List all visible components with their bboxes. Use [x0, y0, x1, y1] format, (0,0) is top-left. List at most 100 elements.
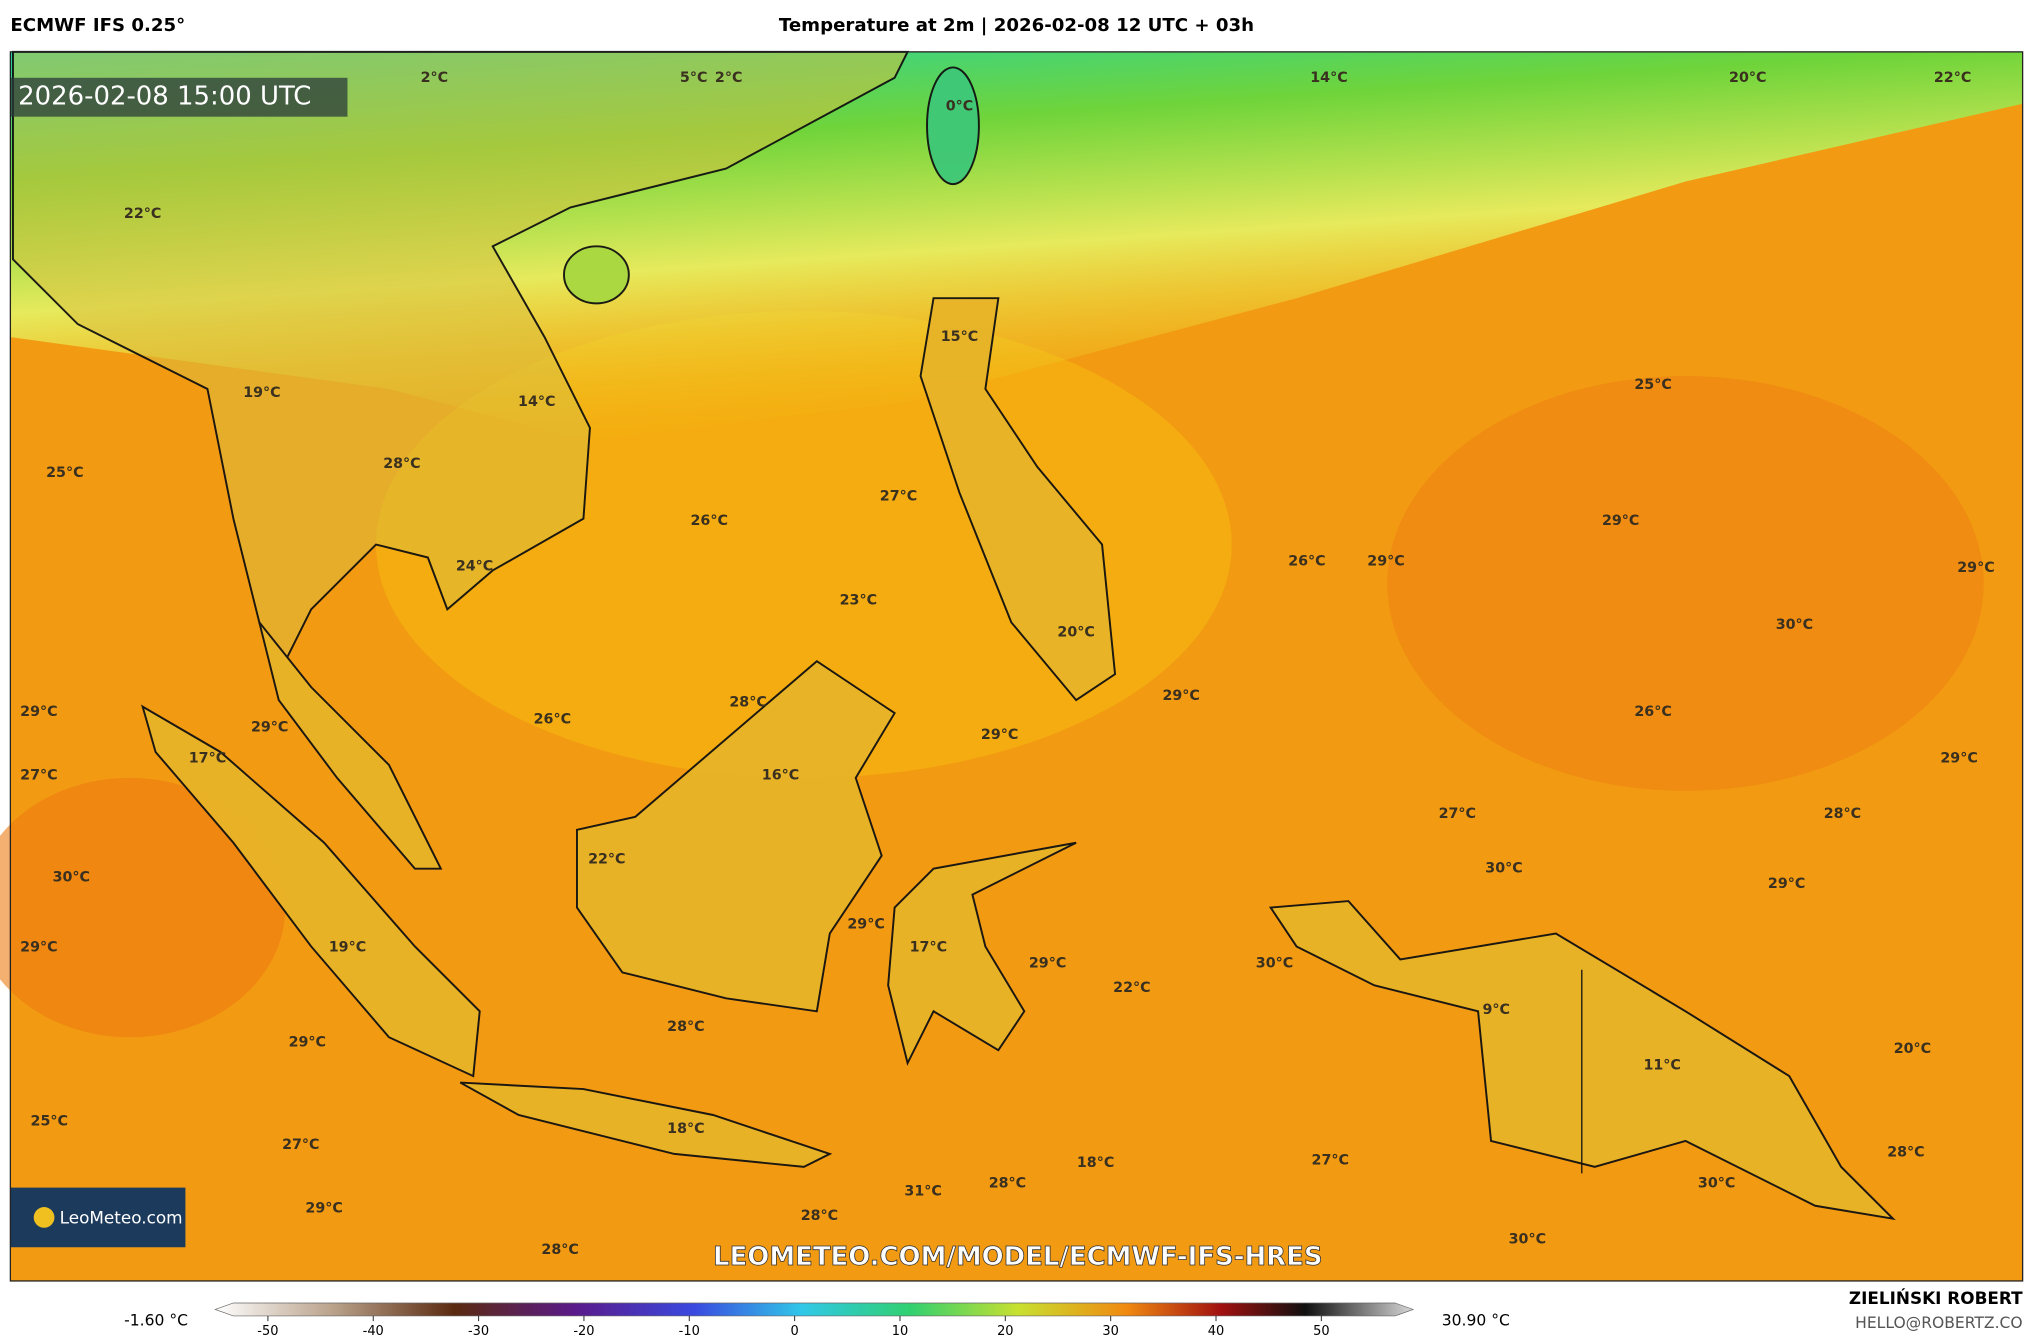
temperature-label: 30°C [1509, 1231, 1546, 1247]
temperature-label: 25°C [1634, 377, 1671, 393]
temperature-label: 26°C [1634, 704, 1671, 720]
temperature-label: 28°C [541, 1242, 578, 1258]
temperature-label: 14°C [518, 394, 555, 410]
temperature-label: 26°C [534, 712, 571, 728]
temperature-label: 18°C [667, 1121, 704, 1137]
temperature-label: 18°C [1077, 1155, 1114, 1171]
temperature-label: 30°C [1698, 1176, 1735, 1192]
map-frame [9, 51, 2024, 1282]
landmasses [11, 50, 1896, 1221]
temperature-label: 28°C [383, 456, 420, 472]
temperature-label: 23°C [840, 592, 877, 608]
temperature-label: 28°C [1824, 806, 1861, 822]
temperature-label: 20°C [1894, 1041, 1931, 1057]
java [459, 1081, 833, 1168]
timestamp-box [10, 77, 348, 117]
temperature-label: 26°C [691, 513, 728, 529]
hainan [563, 245, 630, 305]
email: HELLO@ROBERTZ.CO [1855, 1314, 2022, 1332]
temperature-label: 29°C [305, 1200, 342, 1216]
temperature-label: 29°C [20, 704, 57, 720]
temperature-label: 29°C [981, 727, 1018, 743]
chart-title: Temperature at 2m | 2026-02-08 12 UTC + … [779, 15, 1254, 36]
philippines [919, 297, 1117, 702]
logo: LeoMeteo.com [60, 1208, 183, 1228]
temperature-label: 28°C [989, 1176, 1026, 1192]
temperature-label: 22°C [588, 852, 625, 868]
temperature-label: 29°C [1162, 688, 1199, 704]
temperature-label: 29°C [1940, 750, 1977, 766]
temperature-label: 29°C [1602, 513, 1639, 529]
temperature-label: 30°C [1485, 861, 1522, 877]
colorbar: -1.60 °C 30.90 °C -50 -40 -30 -20 -10 0 10 20 30… [124, 1302, 1510, 1338]
temperature-label: 17°C [189, 750, 226, 766]
temperature-label: 31°C [904, 1183, 941, 1199]
colorbar-tick-label: 30 [1102, 1324, 1118, 1338]
temperature-label: 29°C [289, 1034, 326, 1050]
colorbar-max-label: 30.90 °C [1442, 1312, 1510, 1330]
watermark: LEOMETEO.COM/MODEL/ECMWF-IFS-HRES [713, 1242, 1322, 1272]
colorbar-tick-label: -10 [679, 1324, 700, 1338]
temperature-label: 30°C [1256, 955, 1293, 971]
temperature-label: 14°C [1310, 70, 1347, 86]
sea-hot-zone [1387, 375, 1984, 791]
temperature-label: 0°C [946, 98, 974, 114]
temperature-label: 17°C [910, 940, 947, 956]
temperature-label: 22°C [1934, 70, 1971, 86]
colorbar-min-label: -1.60 °C [124, 1312, 188, 1330]
temperature-label: 28°C [667, 1019, 704, 1035]
temperature-label: 27°C [880, 489, 917, 505]
temperature-label: 11°C [1643, 1058, 1680, 1074]
temperature-label: 30°C [1776, 617, 1813, 633]
temperature-label: 20°C [1729, 70, 1766, 86]
borneo [575, 660, 896, 1013]
temperature-label: 27°C [20, 767, 57, 783]
temperature-label: 29°C [20, 940, 57, 956]
temperature-label: 26°C [1288, 553, 1325, 569]
colorbar-tick-label: 20 [997, 1324, 1013, 1338]
temperature-label: 27°C [1312, 1152, 1349, 1168]
temperature-label: 30°C [53, 870, 90, 886]
temperature-label: 2°C [421, 70, 449, 86]
temperature-labels: 2°C 5°C 2°C 0°C 14°C 20°C 22°C 22°C 15°C 19°C 14°C… [20, 70, 1994, 1258]
temperature-label: 9°C [1482, 1002, 1510, 1018]
temperature-label: 28°C [1887, 1145, 1924, 1161]
temperature-label: 16°C [762, 767, 799, 783]
temperature-label: 28°C [729, 695, 766, 711]
temperature-label: 22°C [1113, 980, 1150, 996]
malay-peninsula [258, 621, 443, 870]
temperature-label: 25°C [46, 465, 83, 481]
temperature-label: 29°C [1768, 876, 1805, 892]
temperature-label: 27°C [1439, 806, 1476, 822]
temperature-label: 29°C [1029, 955, 1066, 971]
temperature-label: 19°C [243, 385, 280, 401]
temperature-label: 27°C [282, 1137, 319, 1153]
sumatra [141, 704, 481, 1078]
temperature-label: 2°C [715, 70, 743, 86]
colorbar-bar [214, 1302, 1415, 1317]
temperature-label: 15°C [941, 329, 978, 345]
temperature-label: 28°C [801, 1208, 838, 1224]
colorbar-tick-label: -40 [363, 1324, 384, 1338]
temperature-label: 22°C [124, 206, 161, 222]
author: ZIELIŃSKI ROBERT [1849, 1287, 2023, 1308]
colorbar-tick-label: 0 [791, 1324, 799, 1338]
taiwan [926, 66, 980, 186]
colorbar-tick-label: 50 [1313, 1324, 1329, 1338]
temperature-label: 29°C [1367, 553, 1404, 569]
temperature-label: 19°C [329, 940, 366, 956]
model-name: ECMWF IFS 0.25° [10, 15, 185, 36]
colorbar-tick-label: -20 [573, 1324, 594, 1338]
temperature-label: 24°C [456, 559, 493, 575]
temperature-label: 29°C [251, 719, 288, 735]
colorbar-tick-label: -50 [257, 1324, 278, 1338]
colorbar-tick-label: 10 [892, 1324, 908, 1338]
temperature-label: 25°C [31, 1113, 68, 1129]
colorbar-tick-label: -30 [468, 1324, 489, 1338]
colorbar-tick-label: 40 [1208, 1324, 1224, 1338]
map-area: 2°C 5°C 2°C 0°C 14°C 20°C 22°C 22°C 15°C 19°C 14°C… [0, 50, 2024, 1282]
sulawesi [887, 841, 1077, 1066]
temperature-label: 29°C [1957, 560, 1994, 576]
